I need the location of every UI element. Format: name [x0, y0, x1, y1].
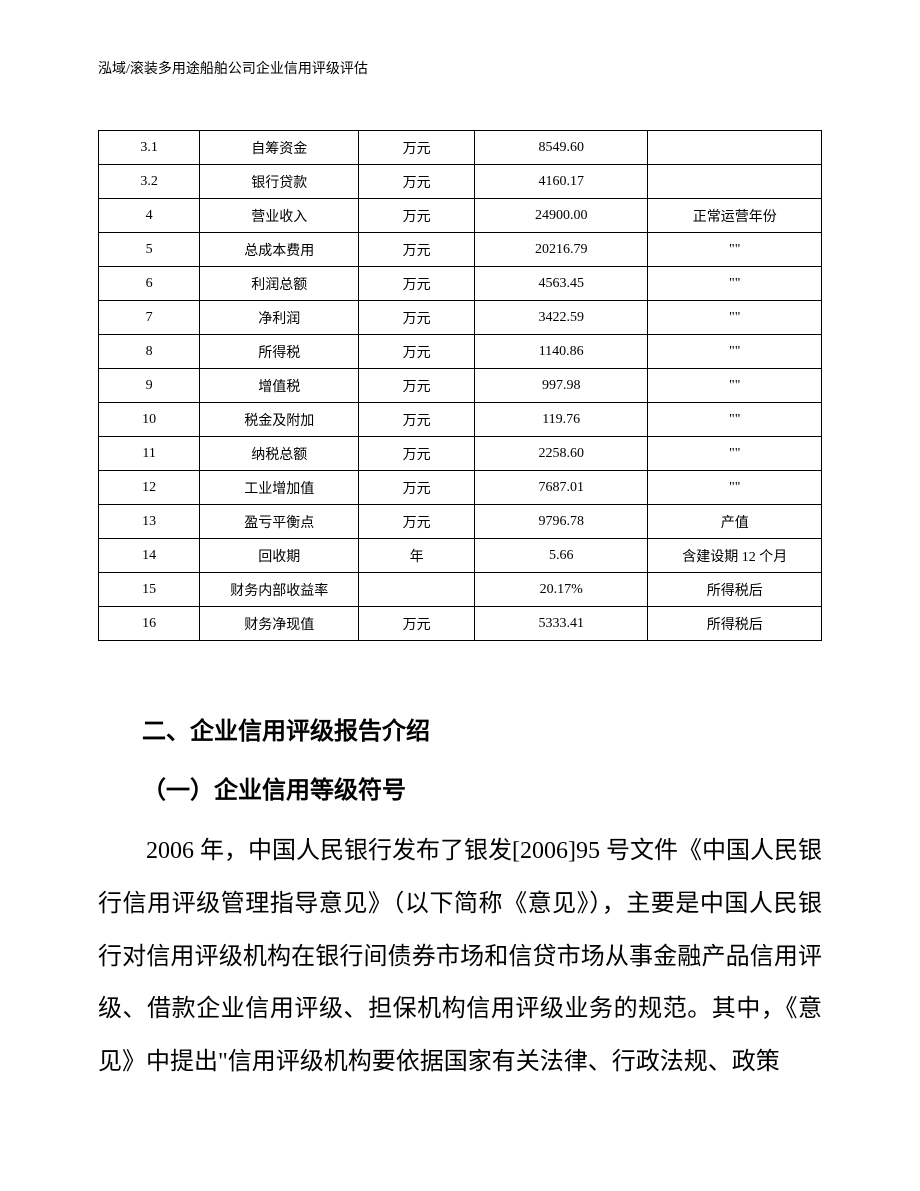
table-cell: 5333.41 — [474, 607, 648, 641]
table-cell: 年 — [359, 539, 475, 573]
table-cell: "" — [648, 335, 822, 369]
table-cell: 所得税后 — [648, 573, 822, 607]
table-row: 5总成本费用万元20216.79"" — [99, 233, 822, 267]
table-cell: 20216.79 — [474, 233, 648, 267]
table-cell: 5.66 — [474, 539, 648, 573]
table-cell: 万元 — [359, 301, 475, 335]
table-cell: 自筹资金 — [200, 131, 359, 165]
table-cell: 997.98 — [474, 369, 648, 403]
table-cell: "" — [648, 437, 822, 471]
table-cell: 银行贷款 — [200, 165, 359, 199]
table-row: 7净利润万元3422.59"" — [99, 301, 822, 335]
table-row: 8所得税万元1140.86"" — [99, 335, 822, 369]
header-text: 泓域/滚装多用途船舶公司企业信用评级评估 — [98, 62, 368, 77]
table-row: 9增值税万元997.98"" — [99, 369, 822, 403]
table-cell: 8549.60 — [474, 131, 648, 165]
table-cell: 8 — [99, 335, 200, 369]
table-cell: 万元 — [359, 471, 475, 505]
table-cell: 营业收入 — [200, 199, 359, 233]
table-cell: "" — [648, 471, 822, 505]
table-cell: 12 — [99, 471, 200, 505]
table-cell: "" — [648, 233, 822, 267]
table-cell: 4563.45 — [474, 267, 648, 301]
table-cell: 产值 — [648, 505, 822, 539]
table-cell: 13 — [99, 505, 200, 539]
table-row: 14回收期年5.66含建设期 12 个月 — [99, 539, 822, 573]
table-cell: 119.76 — [474, 403, 648, 437]
table-cell: 1140.86 — [474, 335, 648, 369]
table-cell — [648, 131, 822, 165]
table-row: 3.2银行贷款万元4160.17 — [99, 165, 822, 199]
table-cell: "" — [648, 369, 822, 403]
table-cell: 3.2 — [99, 165, 200, 199]
table-row: 13盈亏平衡点万元9796.78产值 — [99, 505, 822, 539]
table-cell: 万元 — [359, 165, 475, 199]
table-cell: 财务内部收益率 — [200, 573, 359, 607]
table-cell: 6 — [99, 267, 200, 301]
table-cell: 税金及附加 — [200, 403, 359, 437]
table-cell: 万元 — [359, 369, 475, 403]
table-cell: 万元 — [359, 199, 475, 233]
table-cell: 盈亏平衡点 — [200, 505, 359, 539]
financial-data-table: 3.1自筹资金万元8549.603.2银行贷款万元4160.174营业收入万元2… — [98, 130, 822, 641]
table-row: 16财务净现值万元5333.41所得税后 — [99, 607, 822, 641]
table-cell: 万元 — [359, 403, 475, 437]
table-cell: "" — [648, 403, 822, 437]
table-cell: 16 — [99, 607, 200, 641]
table-cell: 5 — [99, 233, 200, 267]
table-cell: 含建设期 12 个月 — [648, 539, 822, 573]
table-row: 15财务内部收益率 20.17%所得税后 — [99, 573, 822, 607]
table-cell: 所得税后 — [648, 607, 822, 641]
table-row: 3.1自筹资金万元8549.60 — [99, 131, 822, 165]
table-cell: 增值税 — [200, 369, 359, 403]
table-row: 6利润总额万元4563.45"" — [99, 267, 822, 301]
table-cell: 9 — [99, 369, 200, 403]
table-cell: 财务净现值 — [200, 607, 359, 641]
table-cell: 利润总额 — [200, 267, 359, 301]
section-heading: 二、企业信用评级报告介绍 — [142, 711, 822, 746]
table-cell: 纳税总额 — [200, 437, 359, 471]
table-cell: 3422.59 — [474, 301, 648, 335]
table-cell: 所得税 — [200, 335, 359, 369]
table-cell: "" — [648, 301, 822, 335]
table-cell: 回收期 — [200, 539, 359, 573]
table-cell: 24900.00 — [474, 199, 648, 233]
table-cell: 万元 — [359, 131, 475, 165]
table-cell — [359, 573, 475, 607]
table-cell: 3.1 — [99, 131, 200, 165]
table-cell: 15 — [99, 573, 200, 607]
table-cell: 万元 — [359, 505, 475, 539]
table-cell: 总成本费用 — [200, 233, 359, 267]
table-cell: 工业增加值 — [200, 471, 359, 505]
table-row: 12工业增加值万元7687.01"" — [99, 471, 822, 505]
page-content: 3.1自筹资金万元8549.603.2银行贷款万元4160.174营业收入万元2… — [98, 130, 822, 1089]
table-cell: 4 — [99, 199, 200, 233]
table-cell: 正常运营年份 — [648, 199, 822, 233]
table-cell: 万元 — [359, 233, 475, 267]
table-cell: 4160.17 — [474, 165, 648, 199]
table-cell: 11 — [99, 437, 200, 471]
table-cell: 14 — [99, 539, 200, 573]
table-cell: 7687.01 — [474, 471, 648, 505]
table-cell: 万元 — [359, 267, 475, 301]
table-row: 4营业收入万元24900.00正常运营年份 — [99, 199, 822, 233]
table-cell: 净利润 — [200, 301, 359, 335]
table-cell: 2258.60 — [474, 437, 648, 471]
table-row: 10税金及附加万元119.76"" — [99, 403, 822, 437]
table-cell: 7 — [99, 301, 200, 335]
subsection-heading: （一）企业信用等级符号 — [142, 770, 822, 805]
page-header: 泓域/滚装多用途船舶公司企业信用评级评估 — [98, 58, 368, 78]
table-cell: 万元 — [359, 607, 475, 641]
table-row: 11纳税总额万元2258.60"" — [99, 437, 822, 471]
table-cell: 万元 — [359, 335, 475, 369]
table-cell — [648, 165, 822, 199]
table-cell: 万元 — [359, 437, 475, 471]
table-cell: 10 — [99, 403, 200, 437]
body-paragraph: 2006 年，中国人民银行发布了银发[2006]95 号文件《中国人民银行信用评… — [98, 825, 822, 1089]
table-cell: 20.17% — [474, 573, 648, 607]
table-cell: "" — [648, 267, 822, 301]
table-cell: 9796.78 — [474, 505, 648, 539]
